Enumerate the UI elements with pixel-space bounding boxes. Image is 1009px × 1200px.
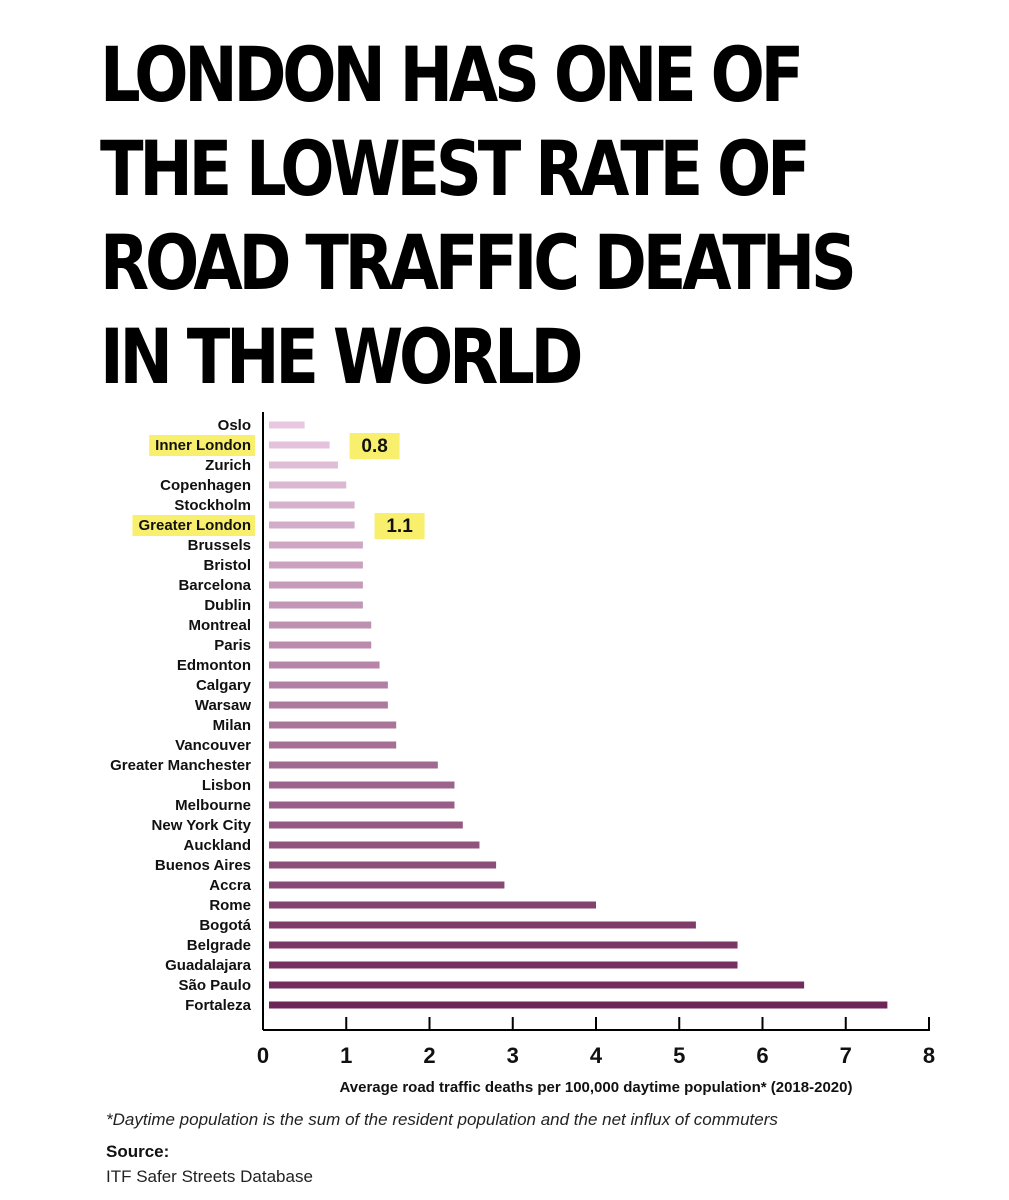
category-label-paris: Paris <box>214 637 251 654</box>
annotation-box-greater-london <box>374 513 425 539</box>
bar-lisbon <box>269 781 455 789</box>
category-label-new-york-city: New York City <box>152 817 252 834</box>
category-label-brussels: Brussels <box>188 537 251 554</box>
bar-brussels <box>269 541 363 549</box>
category-label-oslo: Oslo <box>218 417 251 434</box>
bar-chart: Oslo Inner London Zurich Copenhagen Stockhol… <box>110 412 935 1096</box>
chart-title: LONDON HAS ONE OF THE LOWEST RATE OF ROA… <box>100 28 857 404</box>
bar-edmonton <box>269 661 380 669</box>
category-label-fortaleza: Fortaleza <box>185 997 252 1014</box>
x-tick-label-1: 1 <box>340 1043 352 1068</box>
x-axis-label: Average road traffic deaths per 100,000 … <box>340 1079 853 1096</box>
bar-vancouver <box>269 741 397 749</box>
bar-guadalajara <box>269 961 738 969</box>
source-text: ITF Safer Streets Database <box>106 1167 313 1186</box>
bar-barcelona <box>269 581 363 589</box>
annotation-label-greater-london: 1.1 <box>386 516 413 537</box>
category-label-melbourne: Melbourne <box>175 797 251 814</box>
bar-milan <box>269 721 397 729</box>
bar-bristol <box>269 561 363 569</box>
x-tick-label-4: 4 <box>590 1043 603 1068</box>
category-label-accra: Accra <box>209 877 251 894</box>
bar-greater-london <box>269 521 355 529</box>
annotation-label-inner-london: 0.8 <box>361 436 387 457</box>
highlight-box-inner-london <box>149 435 255 456</box>
category-label-greater-london: Greater London <box>138 517 251 534</box>
category-label-zurich: Zurich <box>205 457 251 474</box>
category-label-edmonton: Edmonton <box>177 657 251 674</box>
bar-stockholm <box>269 501 355 509</box>
category-label-copenhagen: Copenhagen <box>160 477 251 494</box>
bar-copenhagen <box>269 481 347 489</box>
category-label-guadalajara: Guadalajara <box>165 957 252 974</box>
category-label-milan: Milan <box>213 717 251 734</box>
x-tick-label-8: 8 <box>923 1043 935 1068</box>
category-label-calgary: Calgary <box>196 677 252 694</box>
x-tick-label-7: 7 <box>840 1043 852 1068</box>
bar-warsaw <box>269 701 388 709</box>
category-label-rome: Rome <box>209 897 251 914</box>
bar-melbourne <box>269 801 455 809</box>
category-label-montreal: Montreal <box>188 617 251 634</box>
title-line-3: ROAD TRAFFIC DEATHS <box>100 218 857 307</box>
source-label: Source: <box>106 1142 170 1161</box>
bar-auckland <box>269 841 480 849</box>
category-label-warsaw: Warsaw <box>195 697 251 714</box>
x-tick-label-0: 0 <box>257 1043 269 1068</box>
bar-belgrade <box>269 941 738 949</box>
category-label-lisbon: Lisbon <box>202 777 251 794</box>
bar-greater-manchester <box>269 761 438 769</box>
highlight-box-greater-london <box>132 515 255 536</box>
bar-rome <box>269 901 596 909</box>
bar-buenos-aires <box>269 861 497 869</box>
bar-paris <box>269 641 372 649</box>
bar-bogota <box>269 921 696 929</box>
category-label-sao-paulo: São Paulo <box>178 977 251 994</box>
title-line-2: THE LOWEST RATE OF <box>100 124 811 213</box>
x-tick-label-2: 2 <box>423 1043 435 1068</box>
title-line-1: LONDON HAS ONE OF <box>100 30 804 119</box>
category-label-inner-london: Inner London <box>155 437 251 454</box>
x-tick-label-5: 5 <box>673 1043 685 1068</box>
bar-fortaleza <box>269 1001 888 1009</box>
bar-accra <box>269 881 505 889</box>
bar-calgary <box>269 681 388 689</box>
category-label-barcelona: Barcelona <box>178 577 251 594</box>
bar-oslo <box>269 421 305 429</box>
title-line-4: IN THE WORLD <box>100 312 584 401</box>
bar-dublin <box>269 601 363 609</box>
category-label-buenos-aires: Buenos Aires <box>155 857 251 874</box>
category-label-dublin: Dublin <box>204 597 251 614</box>
bar-new-york-city <box>269 821 463 829</box>
category-label-stockholm: Stockholm <box>174 497 251 514</box>
category-label-greater-manchester: Greater Manchester <box>110 757 251 774</box>
annotation-box-inner-london <box>349 433 400 459</box>
category-label-vancouver: Vancouver <box>175 737 251 754</box>
bar-inner-london <box>269 441 330 449</box>
bar-montreal <box>269 621 372 629</box>
category-label-bogota: Bogotá <box>199 917 251 934</box>
category-label-belgrade: Belgrade <box>187 937 251 954</box>
x-tick-label-6: 6 <box>756 1043 768 1068</box>
category-label-auckland: Auckland <box>183 837 251 854</box>
bar-sao-paulo <box>269 981 805 989</box>
bar-zurich <box>269 461 338 469</box>
x-tick-label-3: 3 <box>507 1043 519 1068</box>
footnote: *Daytime population is the sum of the re… <box>106 1110 778 1129</box>
category-label-bristol: Bristol <box>203 557 251 574</box>
